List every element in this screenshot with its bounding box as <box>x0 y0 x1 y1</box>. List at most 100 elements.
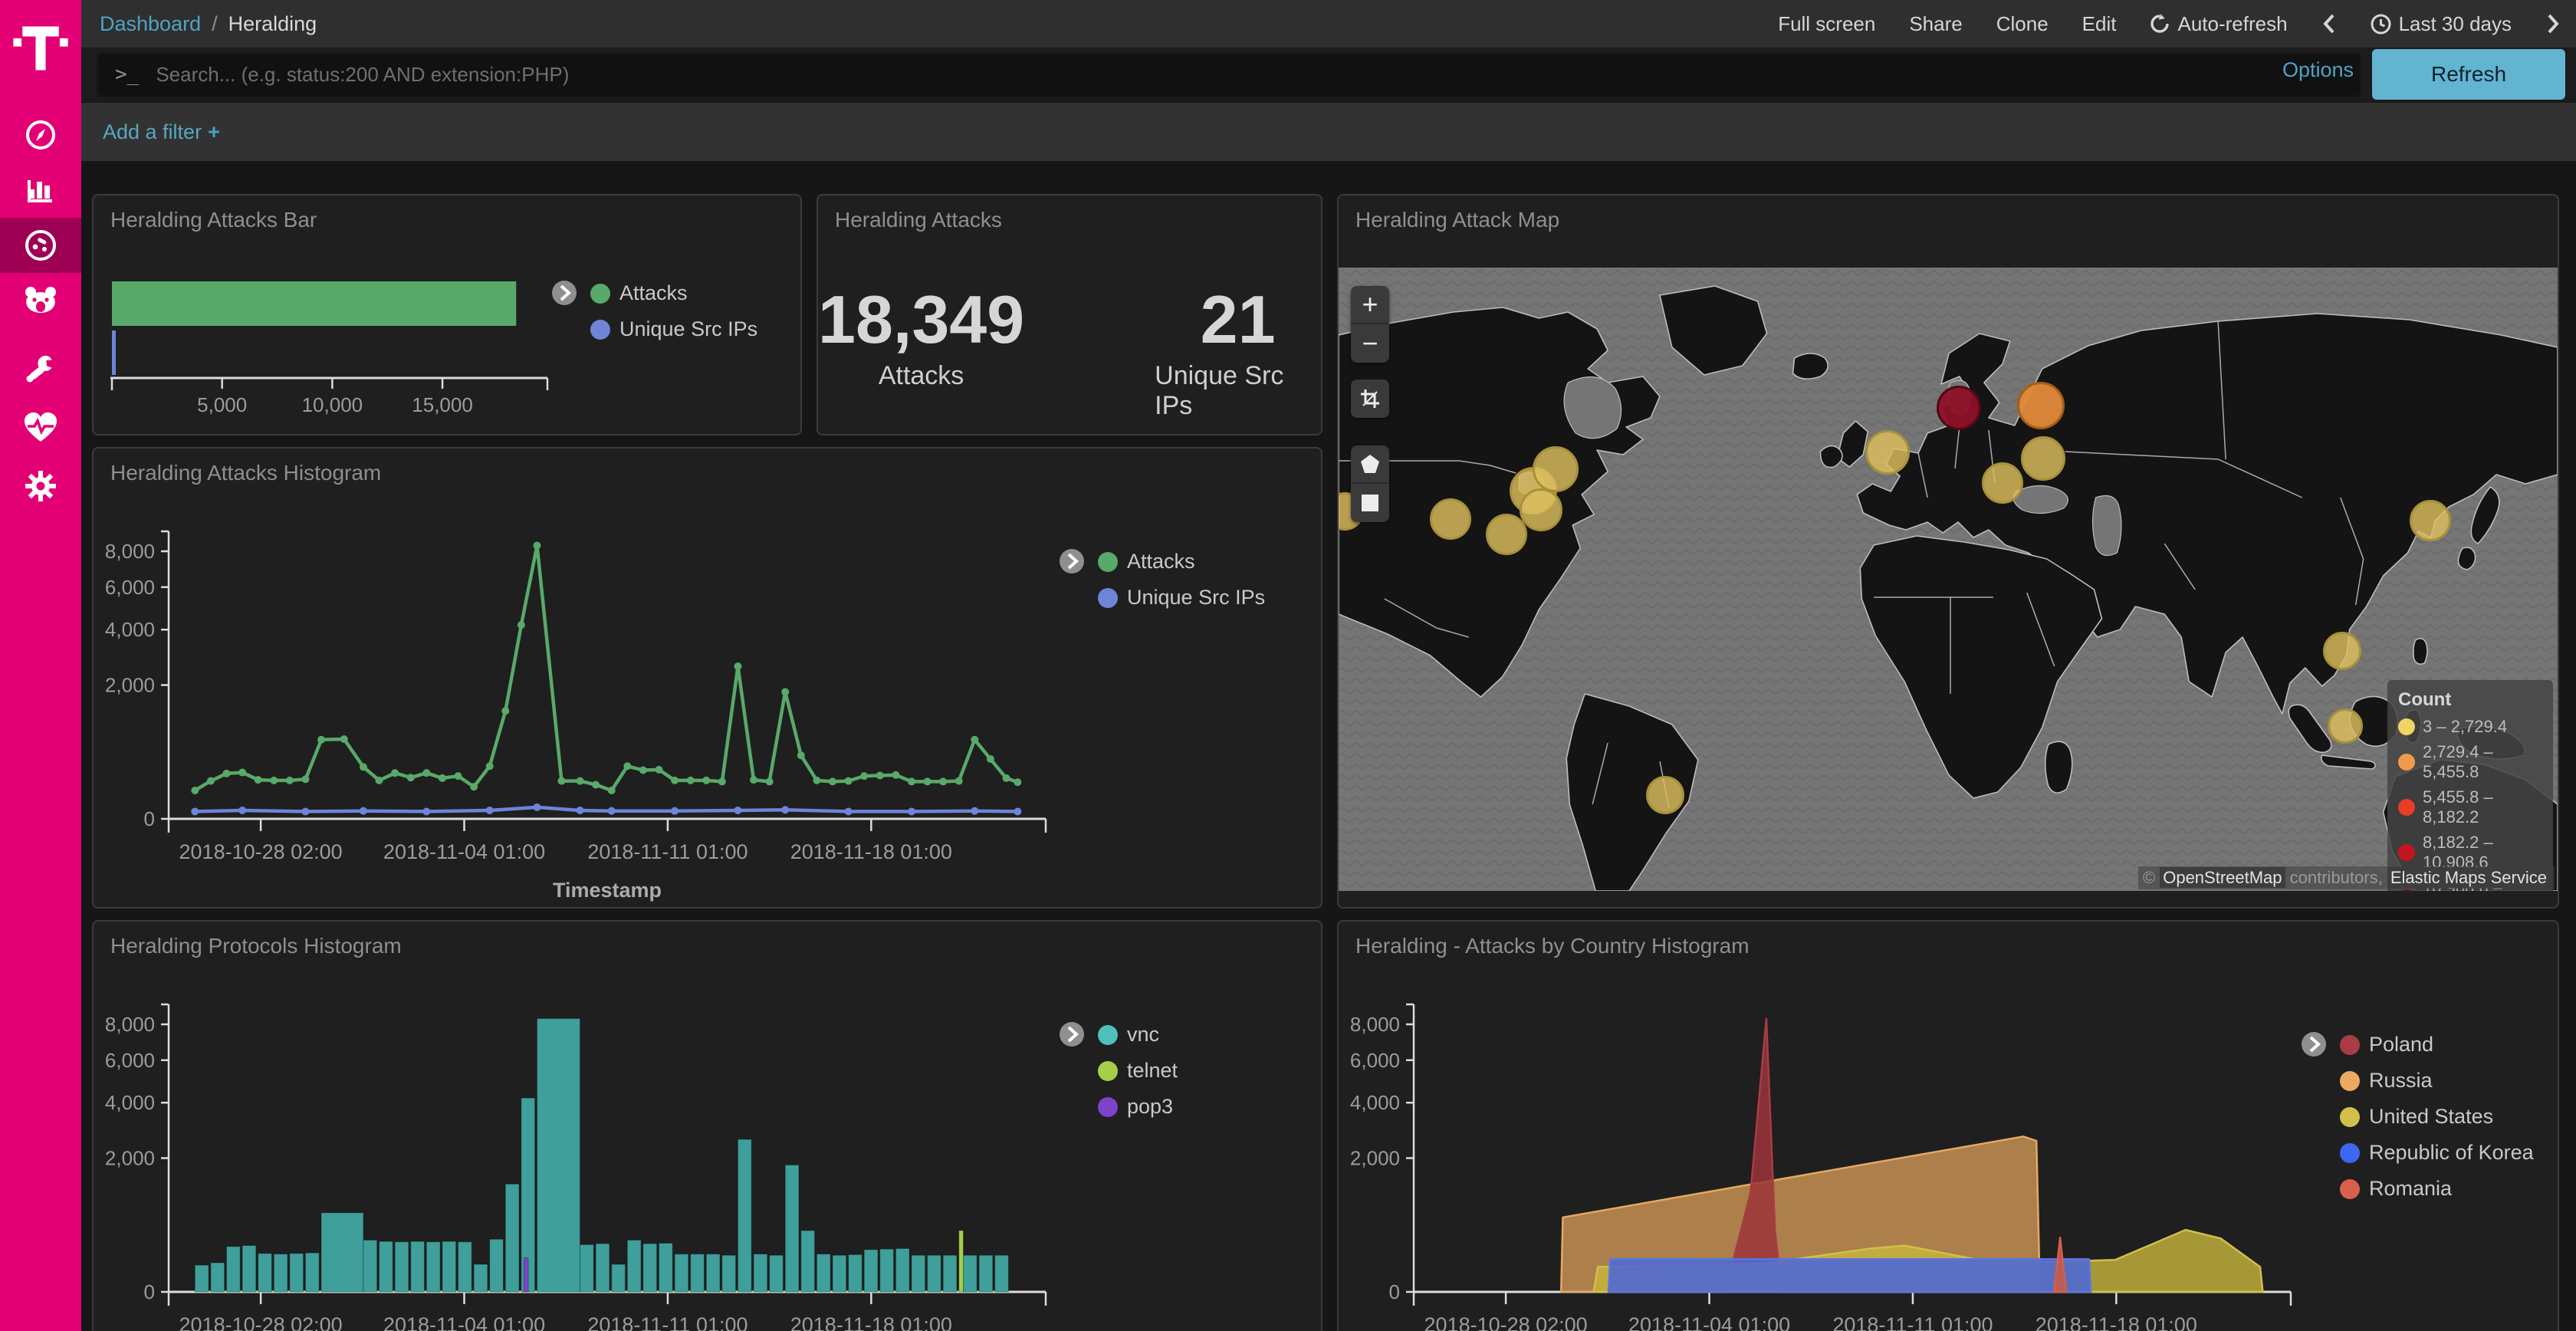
share-button[interactable]: Share <box>1909 12 1962 36</box>
sidebar-item-monitoring[interactable] <box>0 400 81 455</box>
search-box[interactable]: >_ <box>98 54 2360 95</box>
count-legend-row: 2,729.4 – 5,455.8 <box>2398 742 2542 782</box>
legend-color-dot <box>590 320 610 340</box>
svg-text:8,000: 8,000 <box>1350 1013 1400 1036</box>
legend-item[interactable]: Unique Src IPs <box>590 317 757 341</box>
legend-label: vnc <box>1127 1023 1159 1047</box>
legend-item[interactable]: Unique Src IPs <box>1098 586 1265 610</box>
zoom-out-button[interactable]: − <box>1351 324 1389 363</box>
legend-item[interactable]: Poland <box>2340 1033 2534 1057</box>
auto-refresh-button[interactable]: Auto-refresh <box>2150 12 2287 36</box>
legend-item[interactable]: telnet <box>1098 1059 1178 1083</box>
svg-text:2,000: 2,000 <box>105 674 155 697</box>
panel-attacks-metric: Heralding Attacks 18,349 Attacks 21 Uniq… <box>816 194 1322 435</box>
osm-link[interactable]: OpenStreetMap <box>2160 867 2285 888</box>
clone-button[interactable]: Clone <box>1996 12 2049 36</box>
sidebar-item-timelion[interactable] <box>0 273 81 328</box>
draw-polygon-button[interactable] <box>1351 445 1389 484</box>
zoom-in-button[interactable]: + <box>1351 286 1389 324</box>
legend-color-dot <box>2340 1179 2360 1199</box>
attacks-histogram-chart[interactable]: 02,0004,0006,0008,0002018-10-28 02:00201… <box>94 449 1321 907</box>
count-range-dot <box>2398 799 2415 816</box>
svg-text:6,000: 6,000 <box>105 1049 155 1072</box>
svg-text:Timestamp: Timestamp <box>553 879 662 902</box>
refresh-button[interactable]: Refresh <box>2372 49 2565 100</box>
panel-attacks-bar: Heralding Attacks Bar 5,00010,00015,000 … <box>92 194 802 435</box>
attack-location-dot[interactable] <box>1520 488 1562 531</box>
legend-color-dot <box>1098 1061 1118 1081</box>
panel-country-histogram: Heralding - Attacks by Country Histogram… <box>1337 920 2559 1331</box>
legend-color-dot <box>590 284 610 304</box>
top-nav-bar: Dashboard / Heralding Full screen Share … <box>81 0 2576 48</box>
legend-item[interactable]: Attacks <box>590 281 757 305</box>
legend-color-dot <box>2340 1143 2360 1163</box>
attack-location-dot[interactable] <box>2021 436 2065 481</box>
count-legend-row: 3 – 2,729.4 <box>2398 717 2542 737</box>
top-actions: Full screen Share Clone Edit Auto-refres… <box>1778 12 2561 36</box>
legend-item[interactable]: pop3 <box>1098 1095 1178 1119</box>
search-prompt-icon: >_ <box>115 63 139 86</box>
legend-color-dot <box>2340 1071 2360 1091</box>
full-screen-button[interactable]: Full screen <box>1778 12 1875 36</box>
attack-location-dot[interactable] <box>1937 386 1981 430</box>
attack-location-dot[interactable] <box>1865 430 1910 475</box>
sidebar-item-management[interactable] <box>0 458 81 514</box>
legend-label: Attacks <box>619 281 688 305</box>
compass-icon <box>25 119 57 151</box>
svg-text:2,000: 2,000 <box>1350 1147 1400 1170</box>
ems-link[interactable]: Elastic Maps Service <box>2387 867 2550 888</box>
svg-text:8,000: 8,000 <box>105 1013 155 1036</box>
add-filter-button[interactable]: Add a filter+ <box>103 120 220 144</box>
svg-text:6,000: 6,000 <box>1350 1049 1400 1072</box>
legend-toggle-icon[interactable] <box>1058 1020 1086 1052</box>
attack-location-dot[interactable] <box>2328 708 2363 744</box>
edit-button[interactable]: Edit <box>2082 12 2117 36</box>
time-back-button[interactable] <box>2321 13 2337 35</box>
attack-location-dot[interactable] <box>1646 776 1684 814</box>
time-range-button[interactable]: Last 30 days <box>2371 12 2512 36</box>
panel-title: Heralding Attack Map <box>1355 208 1559 232</box>
breadcrumb-dashboard-link[interactable]: Dashboard <box>100 12 201 36</box>
protocols-histogram-chart[interactable]: 02,0004,0006,0008,0002018-10-28 02:00201… <box>94 922 1321 1331</box>
gear-icon <box>24 469 58 503</box>
attack-location-dot[interactable] <box>2017 382 2065 429</box>
attack-location-dot[interactable] <box>2410 500 2451 541</box>
world-map[interactable]: + − <box>1339 268 2558 891</box>
legend-item[interactable]: Russia <box>2340 1069 2534 1093</box>
options-link[interactable]: Options <box>2282 58 2354 82</box>
attack-location-dot[interactable] <box>1430 498 1471 540</box>
attack-location-dot[interactable] <box>2323 632 2361 670</box>
draw-rectangle-button[interactable] <box>1351 484 1389 522</box>
legend-item[interactable]: Attacks <box>1098 550 1265 573</box>
bear-icon <box>23 284 58 317</box>
fit-bounds-button[interactable] <box>1351 380 1389 418</box>
legend-item[interactable]: United States <box>2340 1105 2534 1129</box>
legend-item[interactable]: vnc <box>1098 1023 1178 1047</box>
legend-toggle-icon[interactable] <box>1058 547 1086 579</box>
sidebar-item-visualize[interactable] <box>0 163 81 218</box>
clock-icon <box>2371 14 2391 35</box>
attack-location-dot[interactable] <box>1533 446 1579 492</box>
legend-toggle-icon[interactable] <box>2300 1030 2328 1062</box>
sidebar-item-devtools[interactable] <box>0 340 81 396</box>
filter-bar: Add a filter+ <box>81 101 2576 161</box>
legend-label: Unique Src IPs <box>1127 586 1265 610</box>
attack-location-dot[interactable] <box>1486 514 1527 555</box>
count-legend-title: Count <box>2398 689 2542 711</box>
legend-toggle-icon[interactable] <box>550 279 578 311</box>
svg-text:2018-11-04 01:00: 2018-11-04 01:00 <box>383 1313 545 1331</box>
search-input[interactable] <box>154 62 2360 87</box>
legend-item[interactable]: Romania <box>2340 1177 2534 1201</box>
rectangle-icon <box>1359 492 1381 514</box>
legend-item[interactable]: Republic of Korea <box>2340 1141 2534 1165</box>
legend-color-dot <box>2340 1107 2360 1127</box>
sidebar-item-discover[interactable] <box>0 107 81 163</box>
telekom-logo[interactable] <box>0 14 81 83</box>
time-forward-button[interactable] <box>2545 13 2561 35</box>
telekom-t-icon <box>12 19 70 77</box>
count-range-label: 2,729.4 – 5,455.8 <box>2423 742 2542 782</box>
metric-attacks: 18,349 Attacks <box>818 286 1024 421</box>
sidebar-item-dashboard[interactable] <box>0 218 81 273</box>
panel-protocols-histogram: Heralding Protocols Histogram 02,0004,00… <box>92 920 1322 1331</box>
attack-location-dot[interactable] <box>1982 462 2023 504</box>
